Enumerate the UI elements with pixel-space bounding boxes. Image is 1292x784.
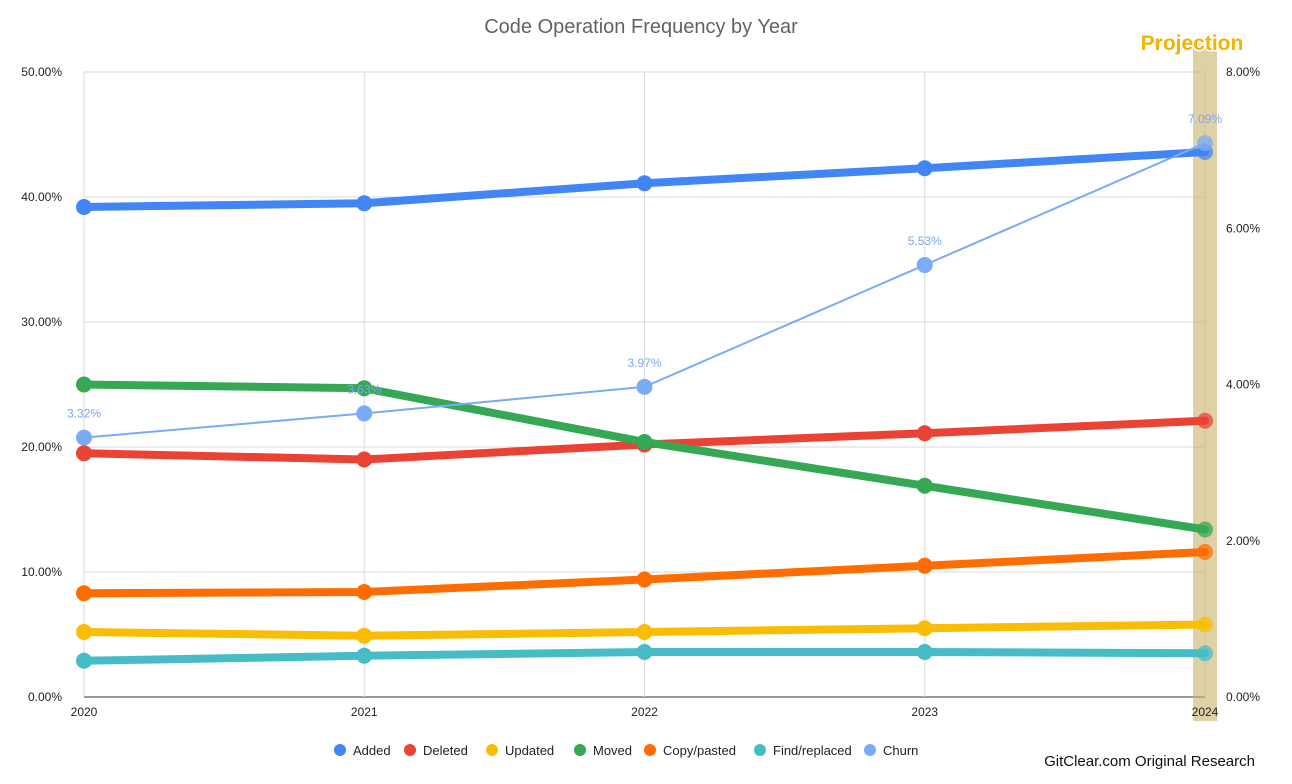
data-point-deleted — [916, 425, 933, 442]
data-point-deleted — [356, 451, 373, 468]
data-point-copy-pasted — [916, 557, 933, 574]
x-tick-label: 2024 — [1192, 705, 1219, 719]
data-point-added — [76, 199, 92, 215]
legend-marker-updated — [486, 744, 498, 756]
data-point-find-replaced — [76, 652, 92, 669]
legend-label: Copy/pasted — [663, 743, 736, 758]
x-tick-label: 2022 — [631, 705, 658, 719]
legend-marker-deleted — [404, 744, 416, 756]
x-tick-label: 2021 — [351, 705, 378, 719]
data-point-find-replaced — [1197, 645, 1213, 662]
left-tick-label: 0.00% — [28, 690, 62, 704]
data-point-find-replaced — [356, 647, 373, 664]
x-tick-label: 2020 — [71, 705, 98, 719]
legend-marker-moved — [574, 744, 586, 756]
data-point-copy-pasted — [636, 571, 653, 588]
data-point-churn — [1197, 135, 1213, 152]
data-label-churn: 3.32% — [67, 407, 101, 421]
data-point-added — [636, 175, 653, 192]
data-point-moved — [916, 477, 933, 494]
data-label-churn: 3.97% — [627, 356, 661, 370]
data-point-deleted — [76, 445, 92, 462]
credit-text: GitClear.com Original Research — [1044, 753, 1255, 770]
left-tick-label: 50.00% — [21, 65, 62, 79]
data-label-churn: 7.09% — [1188, 112, 1222, 126]
left-tick-label: 10.00% — [21, 565, 62, 579]
legend-label: Deleted — [423, 743, 468, 758]
data-point-moved — [356, 380, 373, 397]
legend-label: Updated — [505, 743, 554, 758]
data-point-updated — [76, 624, 92, 640]
data-point-added — [916, 160, 933, 177]
legend-label: Find/replaced — [773, 743, 852, 758]
data-point-churn — [636, 378, 653, 395]
data-point-updated — [636, 624, 653, 640]
data-point-added — [356, 195, 373, 212]
right-tick-label: 6.00% — [1226, 221, 1260, 235]
right-tick-label: 8.00% — [1226, 65, 1260, 79]
data-point-copy-pasted — [76, 585, 92, 602]
legend-marker-find-replaced — [754, 744, 766, 756]
right-tick-label: 4.00% — [1226, 378, 1260, 392]
data-point-churn — [356, 405, 373, 422]
data-point-copy-pasted — [356, 584, 373, 600]
left-tick-label: 30.00% — [21, 315, 62, 329]
left-tick-label: 40.00% — [21, 190, 62, 204]
data-point-copy-pasted — [1197, 544, 1213, 560]
axes: 0.00% 10.00% 20.00% 30.00% 40.00% 50.00% 0.00%… — [21, 65, 1260, 719]
data-point-moved — [76, 376, 92, 393]
data-point-churn — [76, 429, 92, 446]
legend-label: Added — [353, 743, 391, 758]
right-tick-label: 0.00% — [1226, 690, 1260, 704]
data-point-updated — [1197, 616, 1213, 633]
x-tick-label: 2023 — [911, 705, 938, 719]
data-point-updated — [916, 620, 933, 637]
chart-title: Code Operation Frequency by Year — [484, 16, 798, 38]
data-point-churn — [916, 256, 933, 273]
data-point-find-replaced — [916, 644, 933, 660]
data-label-churn: 5.53% — [908, 234, 942, 248]
data-label-churn: 3.63% — [347, 382, 381, 396]
legend-marker-added — [334, 744, 346, 756]
left-tick-label: 20.00% — [21, 440, 62, 454]
legend-label: Moved — [593, 743, 632, 758]
projection-label: Projection — [1141, 32, 1244, 55]
data-labels: 3.32% 3.63% 3.97% 5.53% 7.09% — [67, 112, 1222, 421]
legend-label: Churn — [883, 743, 918, 758]
data-point-moved — [636, 434, 653, 450]
data-point-find-replaced — [636, 644, 653, 660]
legend-marker-copy-pasted — [644, 744, 656, 756]
data-point-moved — [1197, 521, 1213, 538]
data-point-updated — [356, 627, 373, 644]
right-tick-label: 2.00% — [1226, 534, 1260, 548]
legend: Added Deleted Updated Moved Copy/pasted Find/… — [334, 743, 918, 758]
data-point-deleted — [1197, 412, 1213, 429]
legend-marker-churn — [864, 744, 876, 756]
series-points — [76, 135, 1213, 669]
